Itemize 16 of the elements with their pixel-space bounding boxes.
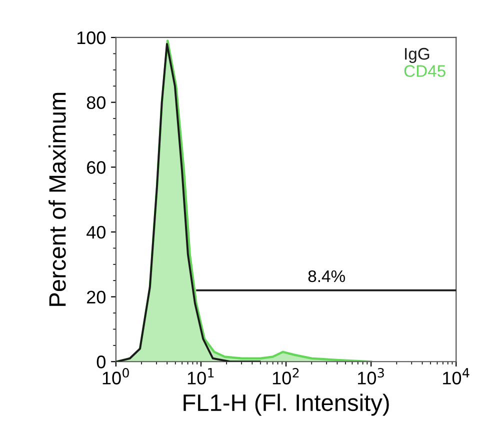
x-tick-label: 10$^{2}$	[272, 368, 299, 384]
annotation: 8.4%	[308, 270, 345, 282]
y-tick-label: 100	[77, 31, 106, 44]
x-axis-title: FL1-H (Fl. Intensity)	[184, 394, 389, 416]
y-tick-label: 0	[96, 356, 106, 368]
x-tick-label: 10$^{4}$	[443, 368, 470, 384]
y-axis-title: Percent of Maximum	[48, 92, 66, 306]
y-tick-label: 40	[86, 226, 106, 239]
y-tick-label: 80	[86, 96, 106, 110]
x-tick-label: 10$^{0}$	[102, 368, 129, 384]
x-tick-label: 10$^{1}$	[188, 368, 214, 384]
y-tick-label: 60	[87, 161, 106, 174]
text: CD45	[404, 65, 446, 77]
x-tick-label: 10$^{3}$	[358, 368, 384, 384]
y-tick-label: 20	[87, 290, 106, 304]
text: IgG	[405, 48, 430, 64]
